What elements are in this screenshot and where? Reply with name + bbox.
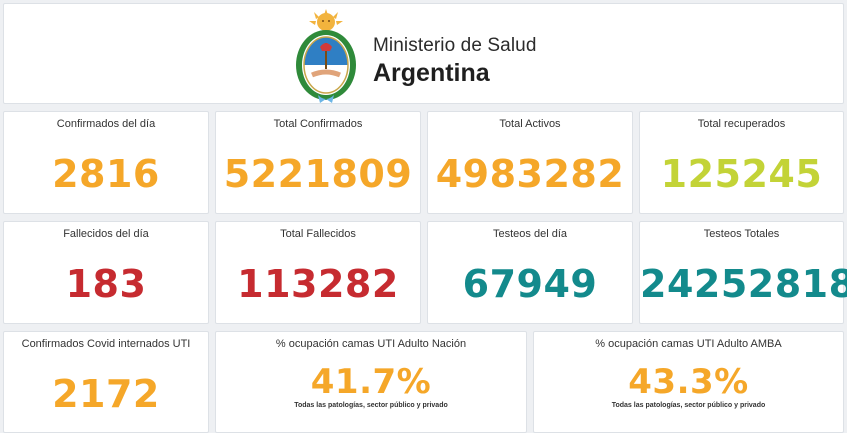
ocupacion-nacion-label: % ocupación camas UTI Adulto Nación [275, 338, 467, 350]
testeos-dia-label: Testeos del día [493, 228, 567, 240]
total-activos-value: 4983282 [435, 152, 625, 196]
confirmados-dia-label: Confirmados del día [56, 118, 156, 130]
total-recuperados-value: 125245 [660, 152, 823, 196]
ocupacion-amba-label: % ocupación camas UTI Adulto AMBA [595, 338, 782, 350]
country-title: Argentina [373, 59, 490, 87]
ocupacion-nacion-note: Todas las patologías, sector público y p… [294, 402, 448, 409]
total-activos-card: Total Activos 4983282 [427, 111, 633, 214]
total-fallecidos-value: 113282 [237, 262, 399, 306]
internados-uti-label: Confirmados Covid internados UTI [21, 338, 191, 350]
total-confirmados-card: Total Confirmados 5221809 [215, 111, 421, 214]
internados-uti-card: Confirmados Covid internados UTI 2172 [3, 331, 209, 433]
ocupacion-nacion-value: 41.7% [310, 362, 432, 402]
total-recuperados-card: Total recuperados 125245 [639, 111, 844, 214]
ocupacion-amba-card: % ocupación camas UTI Adulto AMBA 43.3% … [533, 331, 844, 433]
ocupacion-nacion-card: % ocupación camas UTI Adulto Nación 41.7… [215, 331, 527, 433]
ocupacion-amba-value: 43.3% [628, 362, 749, 402]
fallecidos-dia-label: Fallecidos del día [63, 228, 149, 240]
confirmados-dia-value: 2816 [52, 152, 160, 196]
header-banner: Ministerio de Salud Argentina [3, 3, 844, 104]
confirmados-dia-card: Confirmados del día 2816 [3, 111, 209, 214]
total-fallecidos-card: Total Fallecidos 113282 [215, 221, 421, 324]
total-confirmados-value: 5221809 [223, 152, 413, 196]
fallecidos-dia-card: Fallecidos del día 183 [3, 221, 209, 324]
total-recuperados-label: Total recuperados [697, 118, 786, 130]
total-confirmados-label: Total Confirmados [273, 118, 363, 130]
ocupacion-amba-note: Todas las patologías, sector público y p… [611, 402, 766, 409]
testeos-totales-value: 24252818 [640, 262, 847, 306]
total-fallecidos-label: Total Fallecidos [280, 228, 356, 240]
argentina-coat-of-arms-icon [294, 9, 358, 105]
fallecidos-dia-value: 183 [65, 262, 147, 306]
testeos-totales-card: Testeos Totales 24252818 [639, 221, 847, 324]
testeos-dia-card: Testeos del día 67949 [427, 221, 633, 324]
ministry-title: Ministerio de Salud [373, 35, 537, 56]
testeos-dia-value: 67949 [462, 262, 598, 306]
internados-uti-value: 2172 [52, 372, 160, 416]
total-activos-label: Total Activos [499, 118, 561, 130]
testeos-totales-label: Testeos Totales [703, 228, 780, 240]
